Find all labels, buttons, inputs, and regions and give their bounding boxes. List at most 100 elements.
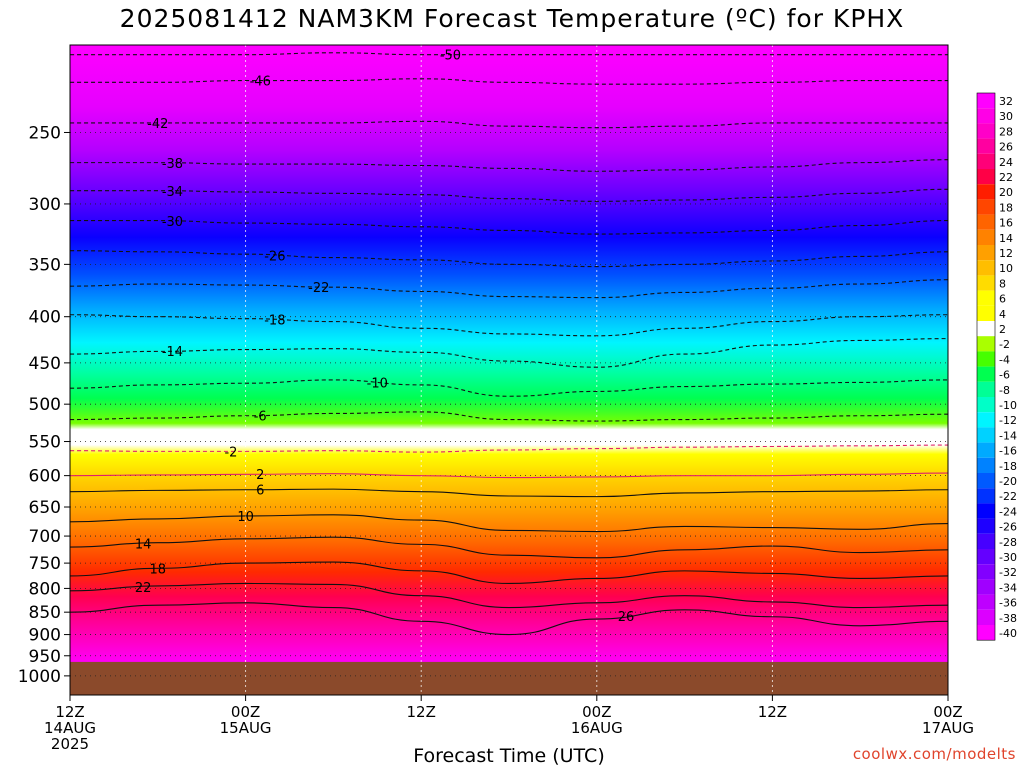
colorbar-swatch bbox=[977, 305, 995, 321]
colorbar-swatch bbox=[977, 169, 995, 185]
y-tick-label: 700 bbox=[29, 527, 61, 547]
x-tick-date: 16AUG bbox=[571, 719, 623, 737]
colorbar-label: -2 bbox=[999, 338, 1010, 351]
colorbar-swatch bbox=[977, 199, 995, 215]
contour-label: -30 bbox=[162, 215, 183, 230]
colorbar-swatch bbox=[977, 260, 995, 276]
colorbar-label: -18 bbox=[999, 460, 1017, 473]
colorbar-swatch bbox=[977, 153, 995, 169]
contour-line bbox=[69, 582, 949, 609]
colorbar-label: -38 bbox=[999, 612, 1017, 625]
contour-label: -18 bbox=[264, 314, 285, 329]
y-tick-label: 850 bbox=[29, 603, 61, 623]
y-tick-label: 800 bbox=[29, 579, 61, 599]
colorbar-label: -4 bbox=[999, 353, 1010, 366]
contour-label: -6 bbox=[254, 409, 267, 424]
contour-line bbox=[69, 602, 949, 636]
colorbar-swatch bbox=[977, 245, 995, 261]
colorbar-label: 2 bbox=[999, 323, 1006, 336]
contours: -50-46-42-38-34-30-26-22-18-14-10-6-2261… bbox=[69, 49, 949, 636]
colorbar-label: 30 bbox=[999, 110, 1013, 123]
y-tick-label: 400 bbox=[29, 308, 61, 328]
x-axis-title: Forecast Time (UTC) bbox=[413, 745, 605, 767]
contour-line bbox=[69, 514, 949, 533]
colorbar-swatch bbox=[977, 397, 995, 413]
colorbar-swatch bbox=[977, 488, 995, 504]
colorbar-label: 6 bbox=[999, 293, 1006, 306]
x-tick-label: 00Z bbox=[231, 703, 260, 721]
chart-title: 2025081412 NAM3KM Forecast Temperature (… bbox=[119, 4, 905, 33]
colorbar-label: 4 bbox=[999, 308, 1006, 321]
y-tick-label: 900 bbox=[29, 626, 61, 646]
colorbar-frame bbox=[976, 92, 996, 641]
contour-label: -14 bbox=[162, 345, 183, 360]
colorbar-label: 28 bbox=[999, 125, 1013, 138]
colorbar: 32 30 28 26 24 22 20 18 16 14 12 10 8 6 4 2 -2 -4 -6 -8 -10 -… bbox=[976, 92, 1017, 641]
colorbar-swatch bbox=[977, 625, 995, 641]
colorbar-swatch bbox=[977, 351, 995, 367]
y-tick-label: 250 bbox=[29, 123, 61, 143]
colorbar-label: -30 bbox=[999, 551, 1017, 564]
y-tick-label: 550 bbox=[29, 433, 61, 453]
y-tick-label: 650 bbox=[29, 498, 61, 518]
plot-frame bbox=[69, 44, 949, 696]
colorbar-swatch bbox=[977, 214, 995, 230]
y-tick-label: 350 bbox=[29, 255, 61, 275]
contour-label: -38 bbox=[162, 157, 183, 172]
contour-label: 26 bbox=[618, 610, 635, 625]
y-tick-label: 450 bbox=[29, 354, 61, 374]
y-tick-label: 500 bbox=[29, 395, 61, 415]
contour-label: 22 bbox=[135, 581, 152, 596]
y-tick-label: 750 bbox=[29, 554, 61, 574]
y-tick-label: 950 bbox=[29, 647, 61, 667]
x-tick-label: 12Z bbox=[758, 703, 787, 721]
colorbar-label: 22 bbox=[999, 171, 1013, 184]
credit-text: coolwx.com/modelts bbox=[852, 745, 1016, 763]
colorbar-label: -14 bbox=[999, 429, 1017, 442]
colorbar-label: -12 bbox=[999, 414, 1017, 427]
colorbar-swatch bbox=[977, 138, 995, 154]
colorbar-label: 18 bbox=[999, 201, 1013, 214]
colorbar-swatch bbox=[977, 579, 995, 595]
colorbar-swatch bbox=[977, 123, 995, 139]
colorbar-label: -22 bbox=[999, 490, 1017, 503]
x-tick-date: 14AUG bbox=[44, 719, 96, 737]
colorbar-swatch bbox=[977, 457, 995, 473]
colorbar-label: -36 bbox=[999, 597, 1017, 610]
colorbar-swatch bbox=[977, 427, 995, 443]
contour-label: -42 bbox=[147, 117, 168, 132]
colorbar-swatch bbox=[977, 412, 995, 428]
x-tick-label: 00Z bbox=[933, 703, 962, 721]
x-tick-label: 12Z bbox=[55, 703, 84, 721]
plot-fill bbox=[70, 45, 948, 665]
colorbar-swatch bbox=[977, 366, 995, 382]
colorbar-label: 10 bbox=[999, 262, 1013, 275]
colorbar-label: 24 bbox=[999, 156, 1013, 169]
colorbar-swatch bbox=[977, 381, 995, 397]
colorbar-swatch bbox=[977, 321, 995, 337]
ground bbox=[70, 661, 948, 695]
colorbar-swatch bbox=[977, 503, 995, 519]
colorbar-label: 26 bbox=[999, 141, 1013, 154]
colorbar-label: 12 bbox=[999, 247, 1013, 260]
contour-label: -10 bbox=[367, 376, 388, 391]
colorbar-swatch bbox=[977, 473, 995, 489]
contour-label: -34 bbox=[162, 185, 183, 200]
colorbar-label: -24 bbox=[999, 505, 1017, 518]
contour-label: 18 bbox=[150, 562, 167, 577]
x-tick-label: 12Z bbox=[407, 703, 436, 721]
contour-line bbox=[69, 488, 949, 498]
contour-line bbox=[69, 472, 949, 479]
y-tick-label: 300 bbox=[29, 195, 61, 215]
colorbar-swatch bbox=[977, 518, 995, 534]
colorbar-label: -20 bbox=[999, 475, 1017, 488]
colorbar-swatch bbox=[977, 275, 995, 291]
colorbar-swatch bbox=[977, 564, 995, 580]
colorbar-swatch bbox=[977, 93, 995, 109]
colorbar-swatch bbox=[977, 336, 995, 352]
colorbar-label: -40 bbox=[999, 627, 1017, 640]
colorbar-label: 8 bbox=[999, 277, 1006, 290]
contour-label: 10 bbox=[237, 510, 254, 525]
y-axis: 250 300 350 400 450 500 550 600 650 700 750 800 850 9… bbox=[18, 123, 70, 687]
